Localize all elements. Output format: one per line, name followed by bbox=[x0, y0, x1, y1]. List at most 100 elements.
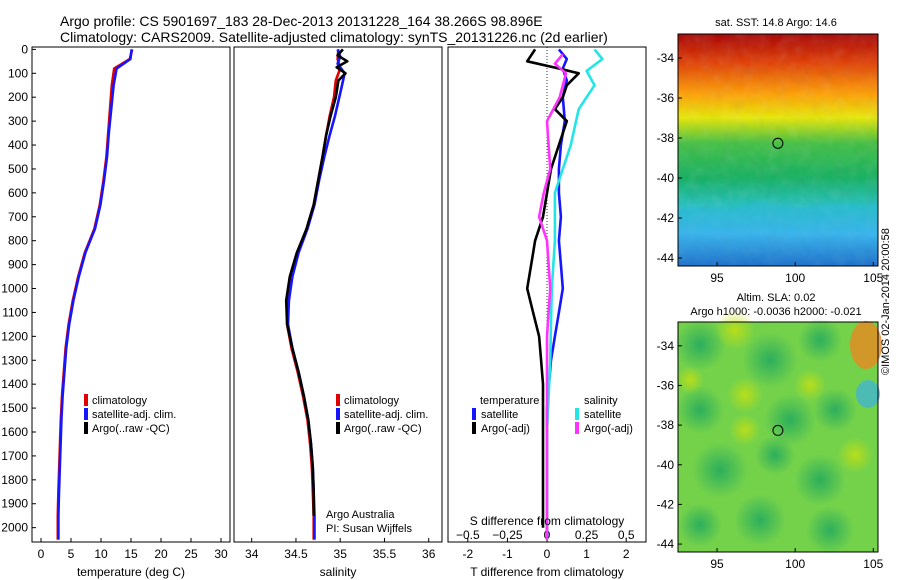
legend-swatch-argo bbox=[84, 422, 88, 434]
legend-swatch-climatology bbox=[84, 394, 88, 406]
lat-tick-label: -40 bbox=[657, 458, 675, 472]
figure-title-line2: Climatology: CARS2009. Satellite-adjuste… bbox=[60, 29, 608, 45]
legend-label-argo: Argo(..raw -QC) bbox=[344, 423, 422, 435]
sla-texture-patch bbox=[755, 435, 795, 475]
depth-tick-label: 900 bbox=[8, 258, 28, 272]
legend-title-salinity: salinity bbox=[584, 395, 618, 407]
difference-series bbox=[525, 48, 604, 540]
depth-tick-label: 1900 bbox=[1, 497, 28, 511]
sla-texture-patch bbox=[715, 310, 755, 350]
sla-low-patch bbox=[856, 380, 880, 408]
legend-swatch-temp-satellite bbox=[472, 408, 476, 420]
salinity-tick-label: 36 bbox=[422, 547, 436, 561]
depth-tick-label: 400 bbox=[8, 138, 28, 152]
difference-tick-label: 0 bbox=[544, 547, 551, 561]
lat-tick-label: -38 bbox=[657, 131, 675, 145]
salinity-tick-label: 35.5 bbox=[373, 547, 397, 561]
legend-swatch-argo bbox=[336, 422, 340, 434]
sla-texture-patch bbox=[794, 454, 846, 506]
lon-tick-label: 95 bbox=[710, 557, 724, 571]
sla-texture-patch bbox=[764, 394, 816, 446]
sla-map-frame bbox=[677, 321, 879, 553]
salinity-tick-label: 34.5 bbox=[284, 547, 308, 561]
difference-tick-label: 1 bbox=[583, 547, 590, 561]
legend-swatch-satellite bbox=[336, 408, 340, 420]
temperature-legend: climatology satellite-adj. clim. Argo(..… bbox=[84, 394, 176, 435]
sla-anomaly-patches bbox=[674, 310, 873, 554]
legend-swatch-sal-satellite bbox=[575, 408, 579, 420]
sst-map-panel: sat. SST: 14.8 Argo: 14.6 95 100 105 -34 -36… bbox=[657, 17, 884, 285]
salinity-difference-tick-label: 0.25 bbox=[575, 528, 599, 542]
temperature-tick-label: 15 bbox=[124, 547, 138, 561]
legend-label-temp-argo: Argo(-adj) bbox=[481, 423, 530, 435]
legend-label-satellite: satellite-adj. clim. bbox=[344, 409, 428, 421]
series-line-climatology bbox=[56, 49, 134, 540]
sla-texture-patch bbox=[794, 369, 826, 401]
temperature-x-axis: 0 5 10 15 20 25 30 bbox=[38, 538, 228, 561]
sla-map-axes: 95 100 105 -34 -36 -38 -40 -42 -44 bbox=[657, 339, 884, 571]
legend-swatch-sal-argo bbox=[575, 422, 579, 434]
sst-map-axes: 95 100 105 -34 -36 -38 -40 -42 -44 bbox=[657, 51, 884, 285]
lat-tick-label: -34 bbox=[657, 51, 675, 65]
lon-tick-label: 100 bbox=[785, 271, 805, 285]
sst-cool-patch bbox=[678, 201, 878, 266]
depth-tick-label: 700 bbox=[8, 210, 28, 224]
depth-tick-label: 0 bbox=[21, 42, 28, 56]
temperature-axes-frame bbox=[31, 46, 231, 543]
imos-timestamp: ©IMOS 02-Jan-2014 20:00:58 bbox=[880, 228, 892, 375]
depth-tick-label: 1200 bbox=[1, 329, 28, 343]
sla-texture-patch bbox=[729, 414, 761, 446]
lat-tick-label: -36 bbox=[657, 378, 675, 392]
temperature-series bbox=[56, 49, 134, 540]
salinity-x-axis: 34 34.5 35 35.5 36 bbox=[245, 538, 436, 561]
legend-title-temperature: temperature bbox=[480, 395, 539, 407]
depth-tick-label: 300 bbox=[8, 114, 28, 128]
series-line-satellite-adj-clim bbox=[286, 48, 346, 540]
depth-tick-label: 600 bbox=[8, 186, 28, 200]
sla-texture-patch bbox=[806, 506, 854, 554]
lon-tick-label: 105 bbox=[863, 271, 883, 285]
salinity-difference-tick-label: −0.25 bbox=[492, 528, 523, 542]
figure-title-line1: Argo profile: CS 5901697_183 28-Dec-2013… bbox=[60, 13, 543, 29]
argo-float-marker bbox=[772, 137, 784, 149]
legend-label-satellite: satellite-adj. clim. bbox=[92, 409, 176, 421]
sla-map-title: Altim. SLA: 0.02 bbox=[737, 292, 816, 304]
legend-label-climatology: climatology bbox=[92, 395, 148, 407]
depth-tick-label: 1400 bbox=[1, 377, 28, 391]
credit-line2: PI: Susan Wijffels bbox=[326, 523, 412, 535]
depth-tick-label: 200 bbox=[8, 90, 28, 104]
temperature-tick-label: 20 bbox=[154, 547, 168, 561]
temperature-xlabel: temperature (deg C) bbox=[77, 565, 185, 579]
difference-tick-label: 2 bbox=[623, 547, 630, 561]
series-line-salinity-satellite bbox=[545, 48, 604, 540]
sla-texture-patch bbox=[678, 503, 722, 547]
lon-tick-label: 100 bbox=[785, 557, 805, 571]
legend-label-sal-argo: Argo(-adj) bbox=[584, 423, 633, 435]
sla-texture-patch bbox=[692, 442, 748, 498]
credit-line1: Argo Australia bbox=[326, 509, 395, 521]
difference-tick-label: -1 bbox=[502, 547, 513, 561]
depth-tick-label: 1500 bbox=[1, 401, 28, 415]
legend-swatch-temp-argo bbox=[472, 422, 476, 434]
sla-texture-patch bbox=[727, 377, 763, 413]
salinity-difference-tick-label: −0.5 bbox=[456, 528, 480, 542]
depth-tick-label: 1100 bbox=[2, 305, 28, 319]
depth-tick-label: 1700 bbox=[1, 449, 28, 463]
lat-tick-label: -34 bbox=[657, 339, 675, 353]
difference-tick-label: -2 bbox=[462, 547, 473, 561]
lat-tick-label: -42 bbox=[657, 497, 675, 511]
series-line-satellite-adj-clim bbox=[57, 49, 133, 540]
salinity-legend: climatology satellite-adj. clim. Argo(..… bbox=[336, 394, 428, 435]
salinity-xlabel: salinity bbox=[320, 565, 357, 579]
series-line-temperature-argo-adj bbox=[525, 48, 581, 528]
series-line-salinity-argo-adj bbox=[537, 53, 568, 540]
sst-map-frame bbox=[677, 33, 879, 267]
sla-texture-patch bbox=[798, 318, 842, 362]
sst-map-title: sat. SST: 14.8 Argo: 14.6 bbox=[715, 17, 837, 29]
sla-map-panel: Altim. SLA: 0.02 Argo h1000: -0.0036 h20… bbox=[657, 292, 884, 571]
legend-swatch-satellite bbox=[84, 408, 88, 420]
temperature-panel: 0100200300400500600700800900100011001200… bbox=[1, 42, 231, 579]
lat-tick-label: -42 bbox=[657, 211, 675, 225]
sla-high-patch bbox=[850, 321, 882, 369]
